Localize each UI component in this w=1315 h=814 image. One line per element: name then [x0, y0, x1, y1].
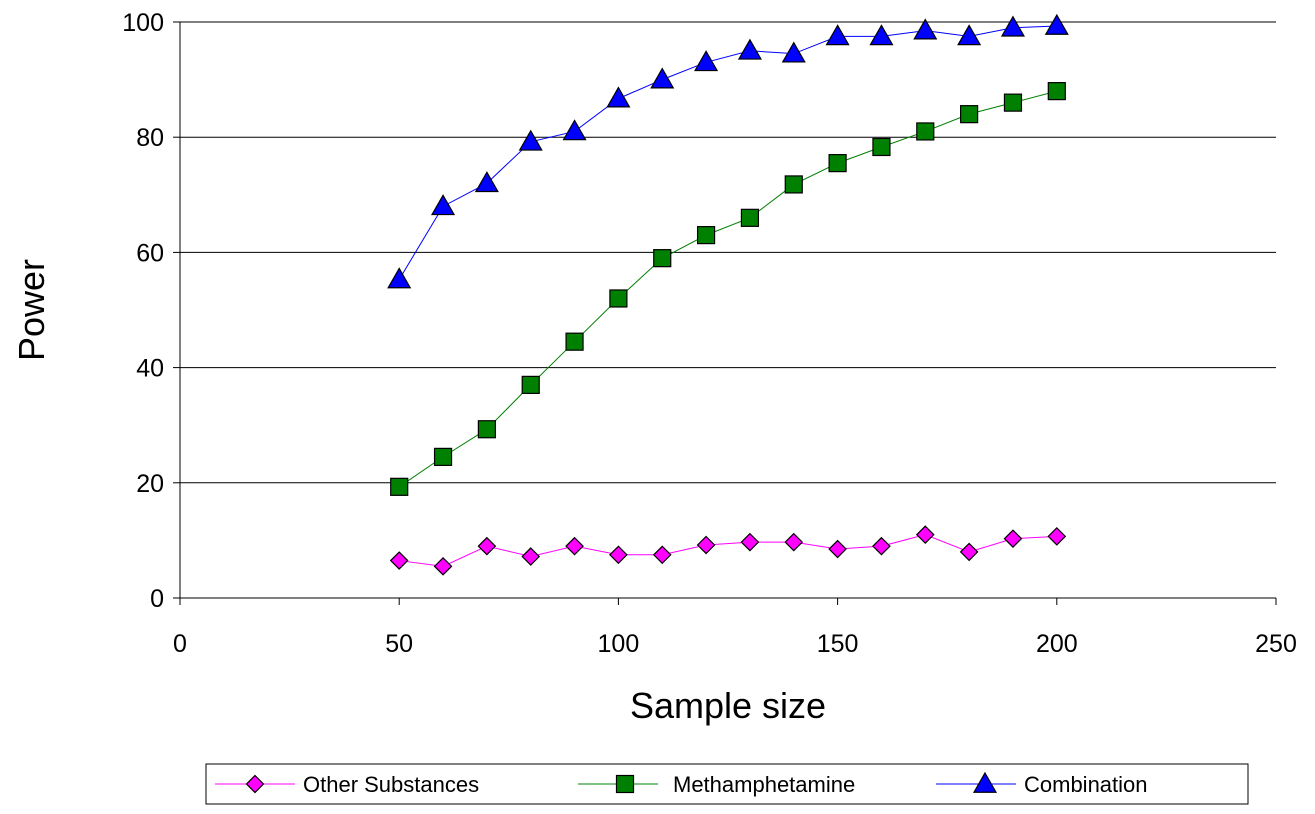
square-marker	[740, 208, 760, 227]
legend-label: Other Substances	[303, 772, 479, 797]
series-line	[398, 25, 1057, 280]
square-marker	[390, 477, 409, 496]
square-marker	[960, 105, 979, 124]
square-marker	[1047, 82, 1066, 101]
legend: Other Substances Methamphetamine Combinati…	[205, 763, 1249, 805]
triangle-marker	[606, 86, 631, 108]
diamond-marker	[609, 545, 628, 565]
square-marker	[872, 137, 891, 157]
square-marker	[477, 420, 496, 439]
triangle-marker	[562, 119, 587, 141]
diamond-marker	[959, 542, 979, 562]
y-tick-label: 60	[136, 239, 164, 267]
x-tick-label: 150	[817, 630, 859, 658]
triangle-marker	[694, 50, 719, 72]
y-tick-label: 100	[122, 9, 164, 37]
legend-label: Combination	[1024, 772, 1148, 797]
triangle-marker	[913, 18, 938, 40]
diamond-marker	[784, 532, 804, 552]
legend-box	[205, 763, 1249, 805]
series-methamphetamine	[390, 82, 1066, 496]
diamond-marker	[740, 532, 760, 552]
triangle-marker	[1000, 15, 1025, 37]
triangle-marker	[1044, 13, 1069, 35]
x-tick-label: 50	[385, 630, 413, 658]
triangle-marker	[869, 24, 894, 46]
triangle-marker	[474, 171, 499, 193]
series-line	[399, 534, 1057, 567]
square-marker	[1003, 93, 1023, 112]
triangle-marker	[825, 24, 850, 46]
y-tick-label: 0	[150, 585, 164, 613]
y-tick-label: 40	[136, 355, 164, 383]
diamond-marker	[565, 536, 584, 556]
x-tick-label: 100	[598, 630, 640, 658]
square-marker	[433, 447, 453, 466]
diamond-marker	[1047, 527, 1067, 546]
diamond-marker	[1003, 529, 1023, 549]
triangle-marker	[737, 38, 762, 60]
square-marker	[565, 332, 584, 351]
gridlines	[180, 21, 1276, 484]
legend-label: Methamphetamine	[673, 772, 855, 797]
x-tick-label: 250	[1255, 630, 1297, 658]
square-marker	[916, 122, 935, 141]
x-tick-label: 200	[1036, 630, 1078, 658]
triangle-marker	[518, 129, 543, 151]
diamond-marker	[477, 536, 497, 556]
triangle-marker	[781, 41, 806, 63]
diamond-marker	[872, 536, 891, 556]
diamond-marker	[652, 545, 672, 565]
x-axis-title: Sample size	[630, 685, 826, 726]
triangle-marker	[650, 67, 675, 89]
diamond-marker	[389, 551, 409, 570]
y-axis-title: Power	[11, 259, 52, 361]
series-line	[398, 90, 1057, 488]
series-plot	[387, 13, 1069, 576]
diamond-marker	[915, 525, 935, 544]
legend-item: Methamphetamine	[578, 772, 855, 797]
y-tick-label: 20	[136, 470, 164, 498]
x-tick-label: 0	[173, 630, 187, 658]
legend-diamond-marker	[245, 774, 265, 794]
diamond-marker	[521, 547, 541, 566]
triangle-marker	[387, 267, 412, 289]
series-other-substances	[389, 525, 1067, 576]
square-marker	[653, 249, 672, 268]
square-marker	[828, 154, 847, 173]
legend-square-marker	[615, 774, 635, 794]
series-combination	[387, 13, 1069, 289]
triangle-marker	[957, 24, 982, 46]
y-tick-label: 80	[136, 124, 164, 152]
diamond-marker	[696, 535, 716, 555]
diamond-marker	[828, 539, 847, 559]
square-marker	[784, 175, 803, 194]
square-marker	[696, 226, 716, 245]
diamond-marker	[433, 556, 453, 576]
legend-item: Combination	[936, 771, 1148, 797]
legend-triangle-marker	[972, 771, 998, 793]
legend-item: Other Substances	[215, 772, 479, 797]
axes: 0 20 40 60 80 100 0 50 100 150 200 250	[122, 9, 1297, 658]
square-marker	[609, 289, 628, 308]
triangle-marker	[431, 194, 456, 216]
square-marker	[521, 375, 540, 394]
